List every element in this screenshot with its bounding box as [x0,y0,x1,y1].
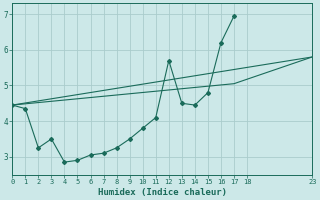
X-axis label: Humidex (Indice chaleur): Humidex (Indice chaleur) [98,188,227,197]
